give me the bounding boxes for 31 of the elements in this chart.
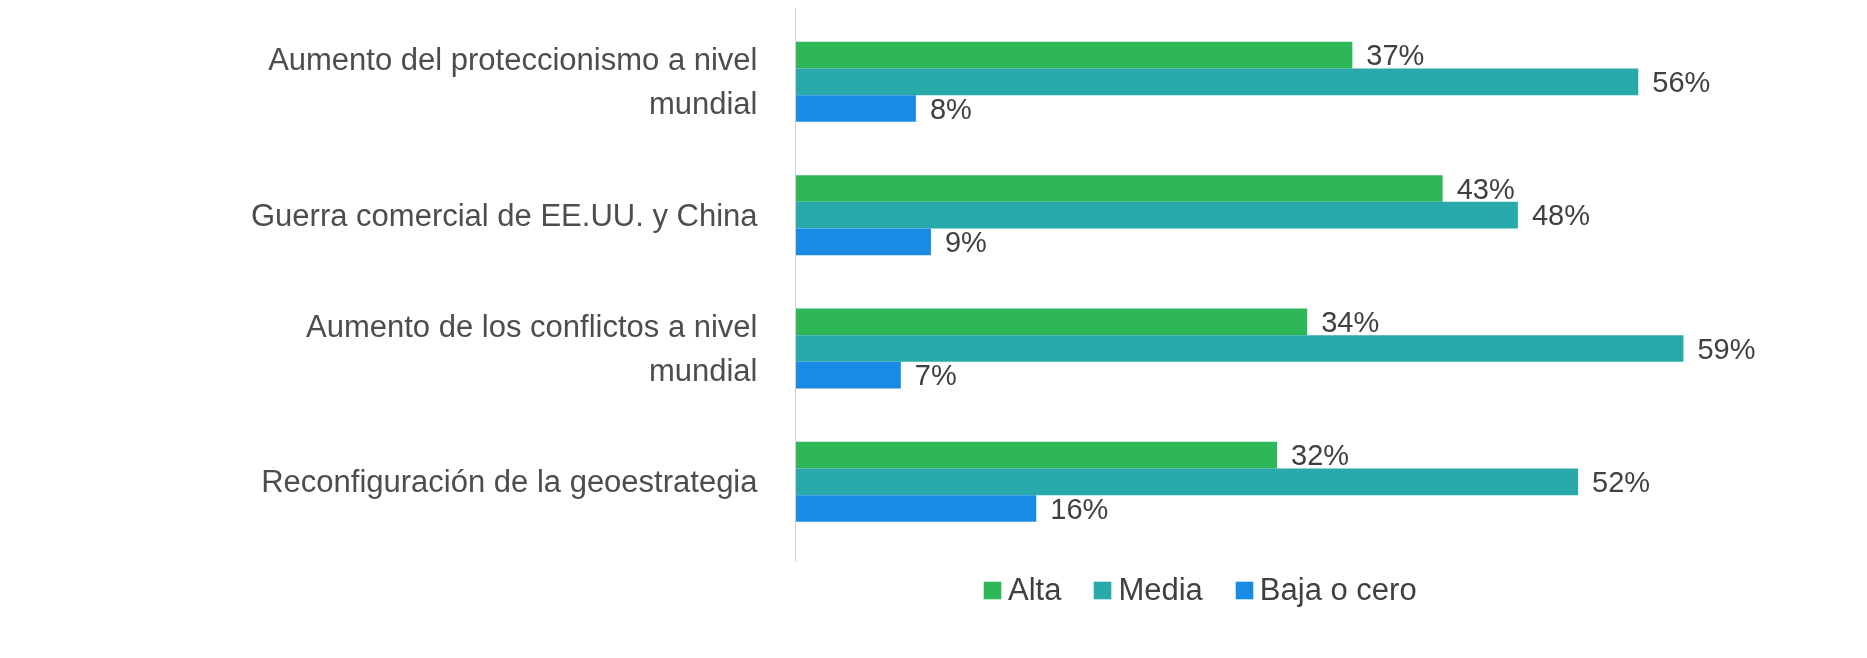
data-label: 59%	[1697, 332, 1756, 365]
data-label: 7%	[914, 359, 957, 392]
bar	[795, 308, 1308, 336]
bar	[795, 441, 1278, 469]
bar	[795, 41, 1353, 69]
y-tick-label: Aumento del proteccionismo a nivel mundial	[268, 42, 758, 122]
data-label: 43%	[1456, 172, 1515, 205]
data-label: 52%	[1592, 465, 1651, 498]
bar	[795, 201, 1518, 229]
legend-label: Alta	[1008, 572, 1062, 608]
data-label: 37%	[1366, 39, 1425, 72]
legend-label: Baja o cero	[1259, 572, 1417, 608]
bar	[795, 68, 1639, 96]
data-label: 56%	[1652, 65, 1711, 98]
data-label: 32%	[1291, 439, 1350, 472]
data-label: 48%	[1531, 199, 1590, 232]
bar	[795, 175, 1443, 202]
bar	[795, 361, 901, 389]
bar	[795, 468, 1579, 496]
y-tick-label: Guerra comercial de EE.UU. y China	[250, 197, 759, 233]
data-label: 8%	[929, 92, 972, 125]
bar	[795, 228, 931, 256]
y-tick-label: Reconfiguración de la geoestrategia	[261, 464, 759, 500]
bar	[795, 495, 1037, 522]
data-label: 16%	[1050, 492, 1109, 525]
bar	[795, 95, 916, 122]
legend-label: Media	[1118, 572, 1203, 608]
data-label: 9%	[944, 225, 987, 258]
data-label: 34%	[1321, 305, 1380, 338]
bar	[795, 335, 1684, 362]
y-tick-label: Aumento de los conflictos a nivel mundial	[306, 309, 758, 388]
